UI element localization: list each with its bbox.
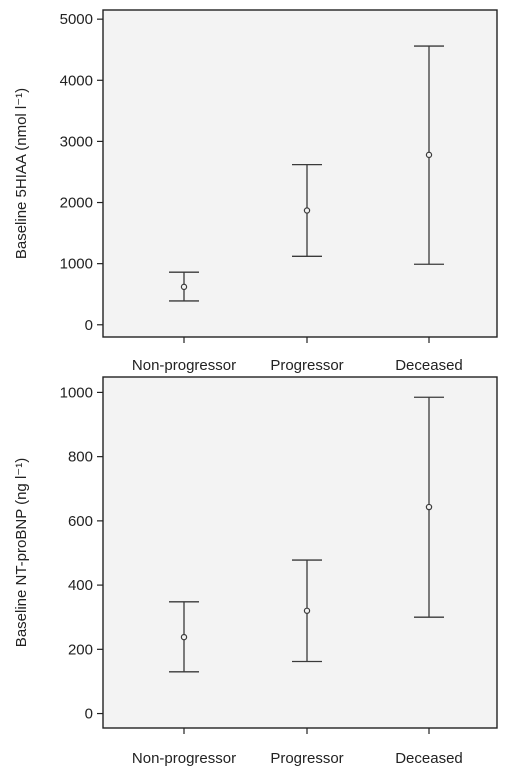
y-tick-label-5hiaa-3000: 3000 <box>60 133 93 150</box>
mean-point-5hiaa-non-progressor <box>180 283 188 291</box>
plot-frame-5hiaa <box>102 9 498 338</box>
y-tick-label-nt-probnp-200: 200 <box>68 641 93 658</box>
y-tick-label-nt-probnp-1000: 1000 <box>60 384 93 401</box>
y-tick-label-5hiaa-0: 0 <box>85 317 93 334</box>
plot-frame-nt-probnp <box>102 376 498 729</box>
y-tick-label-nt-probnp-0: 0 <box>85 706 93 723</box>
x-tick-label-5hiaa-non-progressor: Non-progressor <box>132 357 236 374</box>
mean-point-nt-probnp-progressor <box>303 607 311 614</box>
mean-point-5hiaa-deceased <box>425 151 433 159</box>
mean-point-nt-probnp-deceased <box>425 503 433 511</box>
panel-nt-probnp: 0 200 400 600 800 1000 Non-progressor Progresso… <box>13 376 498 767</box>
y-tick-label-nt-probnp-600: 600 <box>68 513 93 530</box>
y-tick-label-nt-probnp-400: 400 <box>68 577 93 594</box>
mean-point-nt-probnp-non-progressor <box>180 633 188 641</box>
y-tick-label-5hiaa-5000: 5000 <box>60 11 93 28</box>
x-tick-label-nt-probnp-progressor: Progressor <box>270 750 343 767</box>
mean-point-5hiaa-progressor <box>303 207 311 214</box>
y-tick-label-5hiaa-4000: 4000 <box>60 72 93 89</box>
x-tick-label-nt-probnp-non-progressor: Non-progressor <box>132 750 236 767</box>
plot-area-5hiaa <box>103 10 497 337</box>
x-tick-label-5hiaa-progressor: Progressor <box>270 357 343 374</box>
y-axis-label-nt-probnp: Baseline NT-proBNP (ng l⁻¹) <box>13 458 30 647</box>
panel-5hiaa: 0 1000 2000 3000 4000 5000 Non-progressor Progr… <box>13 9 498 374</box>
y-axis-label-5hiaa: Baseline 5HIAA (nmol l⁻¹) <box>13 88 30 259</box>
x-tick-label-5hiaa-deceased: Deceased <box>395 357 463 374</box>
y-tick-label-5hiaa-1000: 1000 <box>60 256 93 273</box>
y-tick-label-5hiaa-2000: 2000 <box>60 195 93 212</box>
y-tick-label-nt-probnp-800: 800 <box>68 449 93 466</box>
plot-area-nt-probnp <box>103 377 497 728</box>
x-tick-label-nt-probnp-deceased: Deceased <box>395 750 463 767</box>
